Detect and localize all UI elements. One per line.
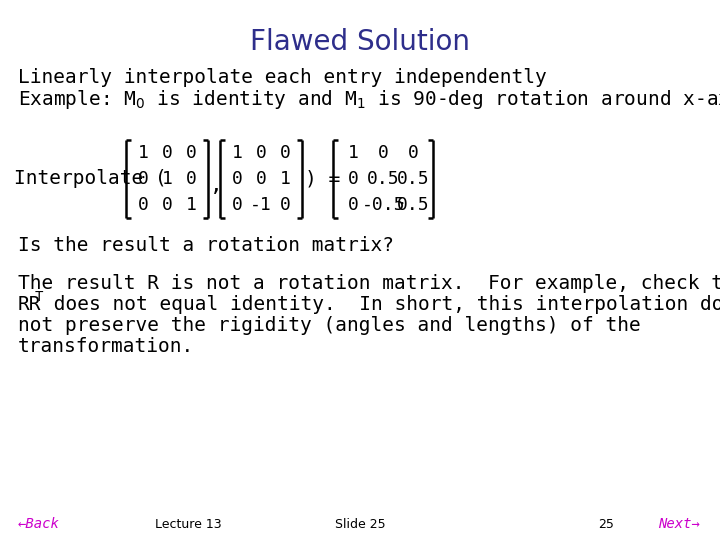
Text: ,: , bbox=[210, 175, 222, 195]
Text: 1: 1 bbox=[162, 170, 173, 188]
Text: Slide 25: Slide 25 bbox=[335, 517, 385, 530]
Text: transformation.: transformation. bbox=[18, 337, 194, 356]
Text: 0: 0 bbox=[348, 196, 359, 214]
Text: Interpolate (: Interpolate ( bbox=[14, 170, 167, 188]
Text: 1: 1 bbox=[186, 196, 197, 214]
Text: 0: 0 bbox=[232, 196, 243, 214]
Text: 0: 0 bbox=[348, 170, 359, 188]
Text: 0: 0 bbox=[232, 170, 243, 188]
Text: 0: 0 bbox=[138, 170, 148, 188]
Text: 1: 1 bbox=[348, 144, 359, 162]
Text: 0: 0 bbox=[280, 196, 291, 214]
Text: ) =: ) = bbox=[305, 170, 341, 188]
Text: Linearly interpolate each entry independently: Linearly interpolate each entry independ… bbox=[18, 68, 546, 87]
Text: 1: 1 bbox=[280, 170, 291, 188]
Text: 0.5: 0.5 bbox=[397, 196, 430, 214]
Text: 0: 0 bbox=[280, 144, 291, 162]
Text: RR: RR bbox=[18, 295, 42, 314]
Text: 0: 0 bbox=[256, 170, 266, 188]
Text: Lecture 13: Lecture 13 bbox=[155, 517, 222, 530]
Text: 25: 25 bbox=[598, 517, 614, 530]
Text: ←Back: ←Back bbox=[18, 517, 60, 531]
Text: not preserve the rigidity (angles and lengths) of the: not preserve the rigidity (angles and le… bbox=[18, 316, 641, 335]
Text: 0: 0 bbox=[186, 144, 197, 162]
Text: 0: 0 bbox=[138, 196, 148, 214]
Text: 0: 0 bbox=[162, 144, 173, 162]
Text: T: T bbox=[35, 290, 43, 304]
Text: 1: 1 bbox=[138, 144, 148, 162]
Text: 0.5: 0.5 bbox=[397, 170, 430, 188]
Text: Is the result a rotation matrix?: Is the result a rotation matrix? bbox=[18, 236, 394, 255]
Text: -0.5: -0.5 bbox=[361, 196, 405, 214]
Text: Example: M$_0$ is identity and M$_1$ is 90-deg rotation around x-axis: Example: M$_0$ is identity and M$_1$ is … bbox=[18, 88, 720, 111]
Text: Flawed Solution: Flawed Solution bbox=[250, 28, 470, 56]
Text: -1: -1 bbox=[251, 196, 272, 214]
Text: 0: 0 bbox=[186, 170, 197, 188]
Text: 0: 0 bbox=[256, 144, 266, 162]
Text: Next→: Next→ bbox=[658, 517, 700, 531]
Text: 0.5: 0.5 bbox=[367, 170, 400, 188]
Text: 0: 0 bbox=[378, 144, 389, 162]
Text: 0: 0 bbox=[408, 144, 418, 162]
Text: 1: 1 bbox=[232, 144, 243, 162]
Text: 0: 0 bbox=[162, 196, 173, 214]
Text: does not equal identity.  In short, this interpolation does: does not equal identity. In short, this … bbox=[42, 295, 720, 314]
Text: The result R is not a rotation matrix.  For example, check that: The result R is not a rotation matrix. F… bbox=[18, 274, 720, 293]
